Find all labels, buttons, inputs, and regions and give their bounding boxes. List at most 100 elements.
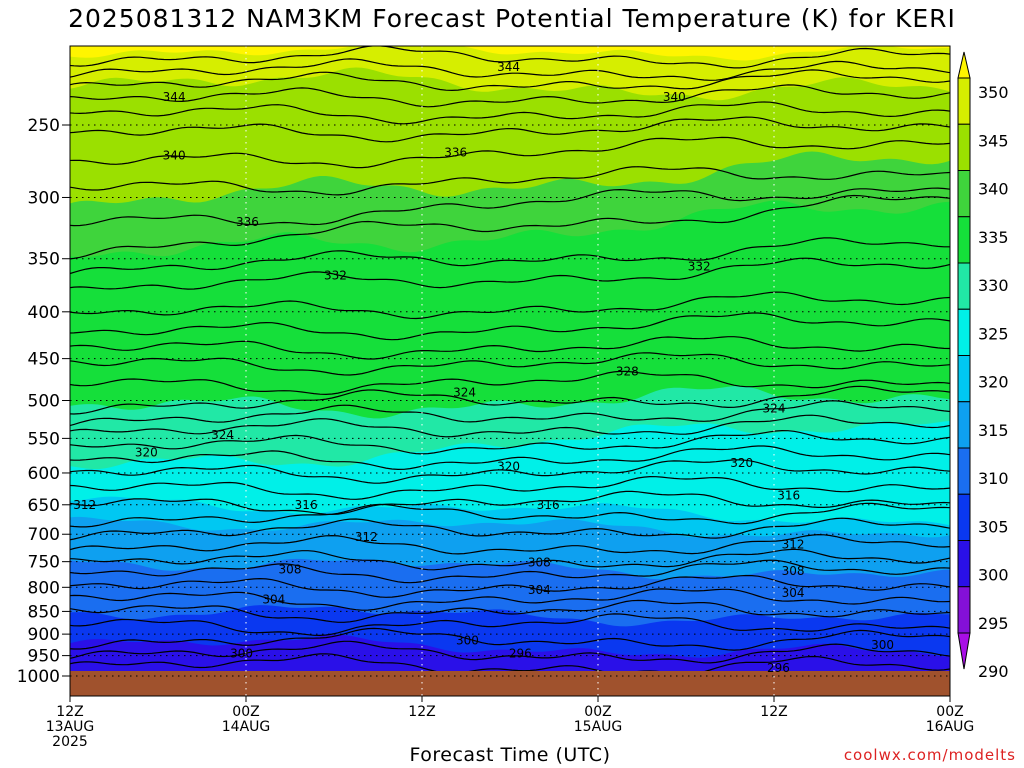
isentrope-line — [70, 574, 950, 598]
colorbar-label-315: 315 — [978, 421, 1009, 440]
isentrope-contours — [70, 46, 950, 675]
plot-frame — [69, 45, 951, 697]
isentrope-line — [70, 312, 950, 341]
contour-label-320: 320 — [730, 456, 753, 470]
colorbar-label-320: 320 — [978, 373, 1009, 392]
contour-label-text: 344 — [163, 90, 186, 104]
contour-label-324: 324 — [763, 401, 786, 415]
contour-label-text: 324 — [453, 385, 476, 399]
credit-link[interactable]: coolwx.com/modelts — [843, 746, 1016, 764]
x-tick-label: 00Z — [232, 704, 259, 720]
y-tick-label-250: 250 — [28, 116, 60, 136]
y-tick-label-800: 800 — [28, 578, 60, 598]
colorbar-label-330: 330 — [978, 276, 1009, 295]
colorbar-bottom-arrow — [957, 632, 971, 670]
contour-label-text: 300 — [871, 638, 894, 652]
contour-label-324: 324 — [211, 428, 234, 442]
contour-label-text: 324 — [211, 428, 234, 442]
colorbar-segment — [957, 447, 971, 495]
contour-label-328: 328 — [616, 365, 639, 379]
contour-label-text: 308 — [528, 556, 551, 570]
contour-label-336: 336 — [444, 146, 467, 160]
y-tick-label-350: 350 — [28, 250, 60, 270]
colorbar-segment — [957, 123, 971, 171]
colorbar-label-345: 345 — [978, 131, 1009, 150]
isentrope-line — [70, 653, 950, 675]
colorbar-label-300: 300 — [978, 566, 1009, 585]
contour-label-text: 316 — [777, 489, 800, 503]
y-tick-label-900: 900 — [28, 625, 60, 645]
contour-label-316: 316 — [777, 489, 800, 503]
contour-label-text: 316 — [537, 498, 560, 512]
colorbar-segment — [957, 401, 971, 449]
contour-label-text: 328 — [616, 365, 639, 379]
ground-below-surface — [70, 671, 950, 696]
isentrope-line — [70, 429, 950, 455]
isentrope-line — [70, 84, 950, 108]
x-tick-label: 14AUG — [222, 719, 271, 735]
chart-title: 2025081312 NAM3KM Forecast Potential Tem… — [68, 4, 956, 33]
colorbar-top-arrow — [957, 51, 971, 79]
contour-label-text: 324 — [763, 401, 786, 415]
contour-label-300: 300 — [456, 634, 479, 648]
y-tick-label-750: 750 — [28, 553, 60, 573]
colorbar-segment — [957, 262, 971, 310]
isentrope-line — [70, 194, 950, 260]
contour-label-text: 340 — [663, 90, 686, 104]
contour-label-text: 320 — [730, 456, 753, 470]
isentrope-line — [70, 588, 950, 611]
x-tick-label: 13AUG — [46, 719, 95, 735]
band-11 — [68, 696, 952, 701]
contour-label-text: 332 — [688, 260, 711, 274]
contour-label-336: 336 — [236, 215, 259, 229]
contour-label-320: 320 — [497, 459, 520, 473]
isentrope-line — [70, 237, 950, 275]
x-axis-title: Forecast Time (UTC) — [409, 744, 611, 766]
contour-label-text: 312 — [73, 498, 96, 512]
contour-label-text: 312 — [782, 537, 805, 551]
isentrope-line — [70, 116, 950, 143]
colorbar-label-350: 350 — [978, 83, 1009, 102]
contour-label-text: 308 — [782, 564, 805, 578]
x-tick-label: 00Z — [584, 704, 611, 720]
x-tick-label: 16AUG — [926, 719, 975, 735]
contour-label-340: 340 — [163, 149, 186, 163]
contour-label-text: 296 — [509, 647, 532, 661]
contour-label-332: 332 — [324, 268, 347, 282]
y-tick-label-500: 500 — [28, 392, 60, 412]
contour-label-text: 320 — [135, 446, 158, 460]
contour-label-text: 304 — [262, 593, 285, 607]
contour-label-308: 308 — [528, 556, 551, 570]
contour-label-text: 300 — [456, 634, 479, 648]
y-tick-label-850: 850 — [28, 602, 60, 622]
contour-label-text: 320 — [497, 459, 520, 473]
colorbar-label-325: 325 — [978, 324, 1009, 343]
contour-label-340: 340 — [663, 90, 686, 104]
contour-label-296: 296 — [509, 647, 532, 661]
contour-label-312: 312 — [73, 498, 96, 512]
isentrope-line — [70, 385, 950, 415]
isentrope-line — [70, 187, 950, 227]
y-tick-label-450: 450 — [28, 350, 60, 370]
isentrope-line — [70, 502, 950, 528]
contour-labels: 344 344 340 340 336 336 332 332 328 324 324 324 320 3… — [73, 60, 894, 675]
y-tick-label-300: 300 — [28, 188, 60, 208]
contour-label-text: 336 — [444, 146, 467, 160]
contour-label-text: 312 — [355, 530, 378, 544]
isentrope-line — [70, 548, 950, 571]
isentrope-line — [70, 336, 950, 360]
colorbar-segment — [957, 355, 971, 403]
colorbar-label-290: 290 — [978, 662, 1009, 681]
isentrope-line — [70, 46, 950, 69]
y-tick-label-600: 600 — [28, 464, 60, 484]
isentrope-line — [70, 459, 950, 484]
isentrope-line — [70, 400, 950, 427]
x-tick-label: 00Z — [936, 704, 963, 720]
contour-label-text: 308 — [279, 563, 302, 577]
contour-label-text: 304 — [782, 586, 805, 600]
contour-label-300: 300 — [230, 647, 253, 661]
contour-label-text: 340 — [163, 149, 186, 163]
isentrope-line — [70, 370, 950, 396]
